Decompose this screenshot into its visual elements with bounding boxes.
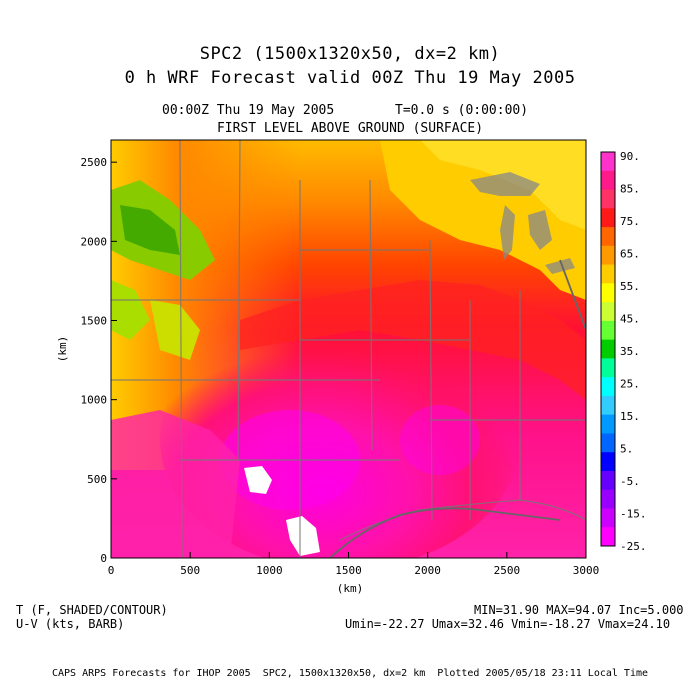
temperature-field xyxy=(111,140,586,558)
colorbar-label: 5. xyxy=(620,443,633,456)
colorbar-swatch xyxy=(601,208,615,228)
colorbar-label: 90. xyxy=(620,150,640,163)
colorbar-label: 45. xyxy=(620,313,640,326)
colorbar-swatch xyxy=(601,470,615,491)
colorbar-swatch xyxy=(601,320,615,341)
colorbar-swatch xyxy=(601,395,615,416)
chart-title: SPC2 (1500x1320x50, dx=2 km) xyxy=(199,44,501,64)
y-tick-label: 1000 xyxy=(81,394,108,407)
colorbar-label: -25. xyxy=(620,540,647,553)
y-tick-label: 2500 xyxy=(81,156,108,169)
colorbar-label: 75. xyxy=(620,215,640,228)
colorbar-swatch xyxy=(601,245,615,266)
colorbar-swatch xyxy=(601,414,615,434)
field-stats: MIN=31.90 MAX=94.07 Inc=5.000 xyxy=(474,603,684,617)
colorbar-label: 25. xyxy=(620,378,640,391)
model-time: T=0.0 s (0:00:00) xyxy=(395,103,529,118)
colorbar-swatch xyxy=(601,358,615,378)
colorbar-label: 85. xyxy=(620,183,640,196)
valid-time: 00:00Z Thu 19 May 2005 xyxy=(162,103,335,118)
y-tick-label: 2000 xyxy=(81,235,108,248)
y-tick-label: 0 xyxy=(100,552,107,565)
colorbar-swatch xyxy=(601,508,615,528)
y-tick-label: 500 xyxy=(87,473,107,486)
colorbar-swatch xyxy=(601,189,615,209)
colorbar-swatch xyxy=(601,227,615,247)
y-tick-label: 1500 xyxy=(81,315,108,328)
field-label-wind: U-V (kts, BARB) xyxy=(16,617,125,631)
wind-stats: Umin=-22.27 Umax=32.46 Vmin=-18.27 Vmax=… xyxy=(345,617,671,631)
colorbar-swatch xyxy=(601,433,615,453)
x-tick-label: 1000 xyxy=(256,564,283,577)
colorbar-swatch xyxy=(601,377,615,397)
field-label-temperature: T (F, SHADED/CONTOUR) xyxy=(16,603,168,617)
level-label: FIRST LEVEL ABOVE GROUND (SURFACE) xyxy=(216,121,484,136)
x-tick-label: 0 xyxy=(108,564,115,577)
x-tick-label: 2000 xyxy=(414,564,441,577)
colorbar-frame xyxy=(600,151,616,547)
y-axis: 0 500 1000 1500 2000 2500 xyxy=(81,156,117,565)
x-tick-label: 500 xyxy=(180,564,200,577)
x-axis: 0 500 1000 1500 2000 2500 3000 xyxy=(108,552,600,577)
colorbar-swatch xyxy=(601,452,615,472)
y-axis-label: (km) xyxy=(56,336,69,363)
x-tick-label: 3000 xyxy=(573,564,600,577)
colorbar-label: -15. xyxy=(620,508,647,521)
colorbar-label: 35. xyxy=(620,345,640,358)
x-tick-label: 2500 xyxy=(494,564,521,577)
colorbar-label: 65. xyxy=(620,248,640,261)
colorbar-swatch xyxy=(601,170,615,191)
credit-line: CAPS ARPS Forecasts for IHOP 2005 SPC2, … xyxy=(51,668,649,679)
colorbar-swatch xyxy=(601,489,615,509)
colorbar-swatch xyxy=(601,264,615,284)
chart-subtitle: 0 h WRF Forecast valid 00Z Thu 19 May 20… xyxy=(124,68,576,88)
colorbar-swatch xyxy=(601,283,615,303)
colorbar-swatch xyxy=(601,339,615,359)
colorbar: 90. 85. 75. 65. 55. 45. 35. 25. 15. 5. -5. -15. -25. xyxy=(600,150,647,553)
x-axis-label: (km) xyxy=(337,582,364,595)
colorbar-swatch xyxy=(601,527,615,547)
colorbar-swatch xyxy=(601,152,615,172)
x-tick-label: 1500 xyxy=(335,564,362,577)
colorbar-label: 15. xyxy=(620,410,640,423)
colorbar-label: 55. xyxy=(620,280,640,293)
colorbar-swatch xyxy=(601,302,615,322)
colorbar-label: -5. xyxy=(620,475,640,488)
